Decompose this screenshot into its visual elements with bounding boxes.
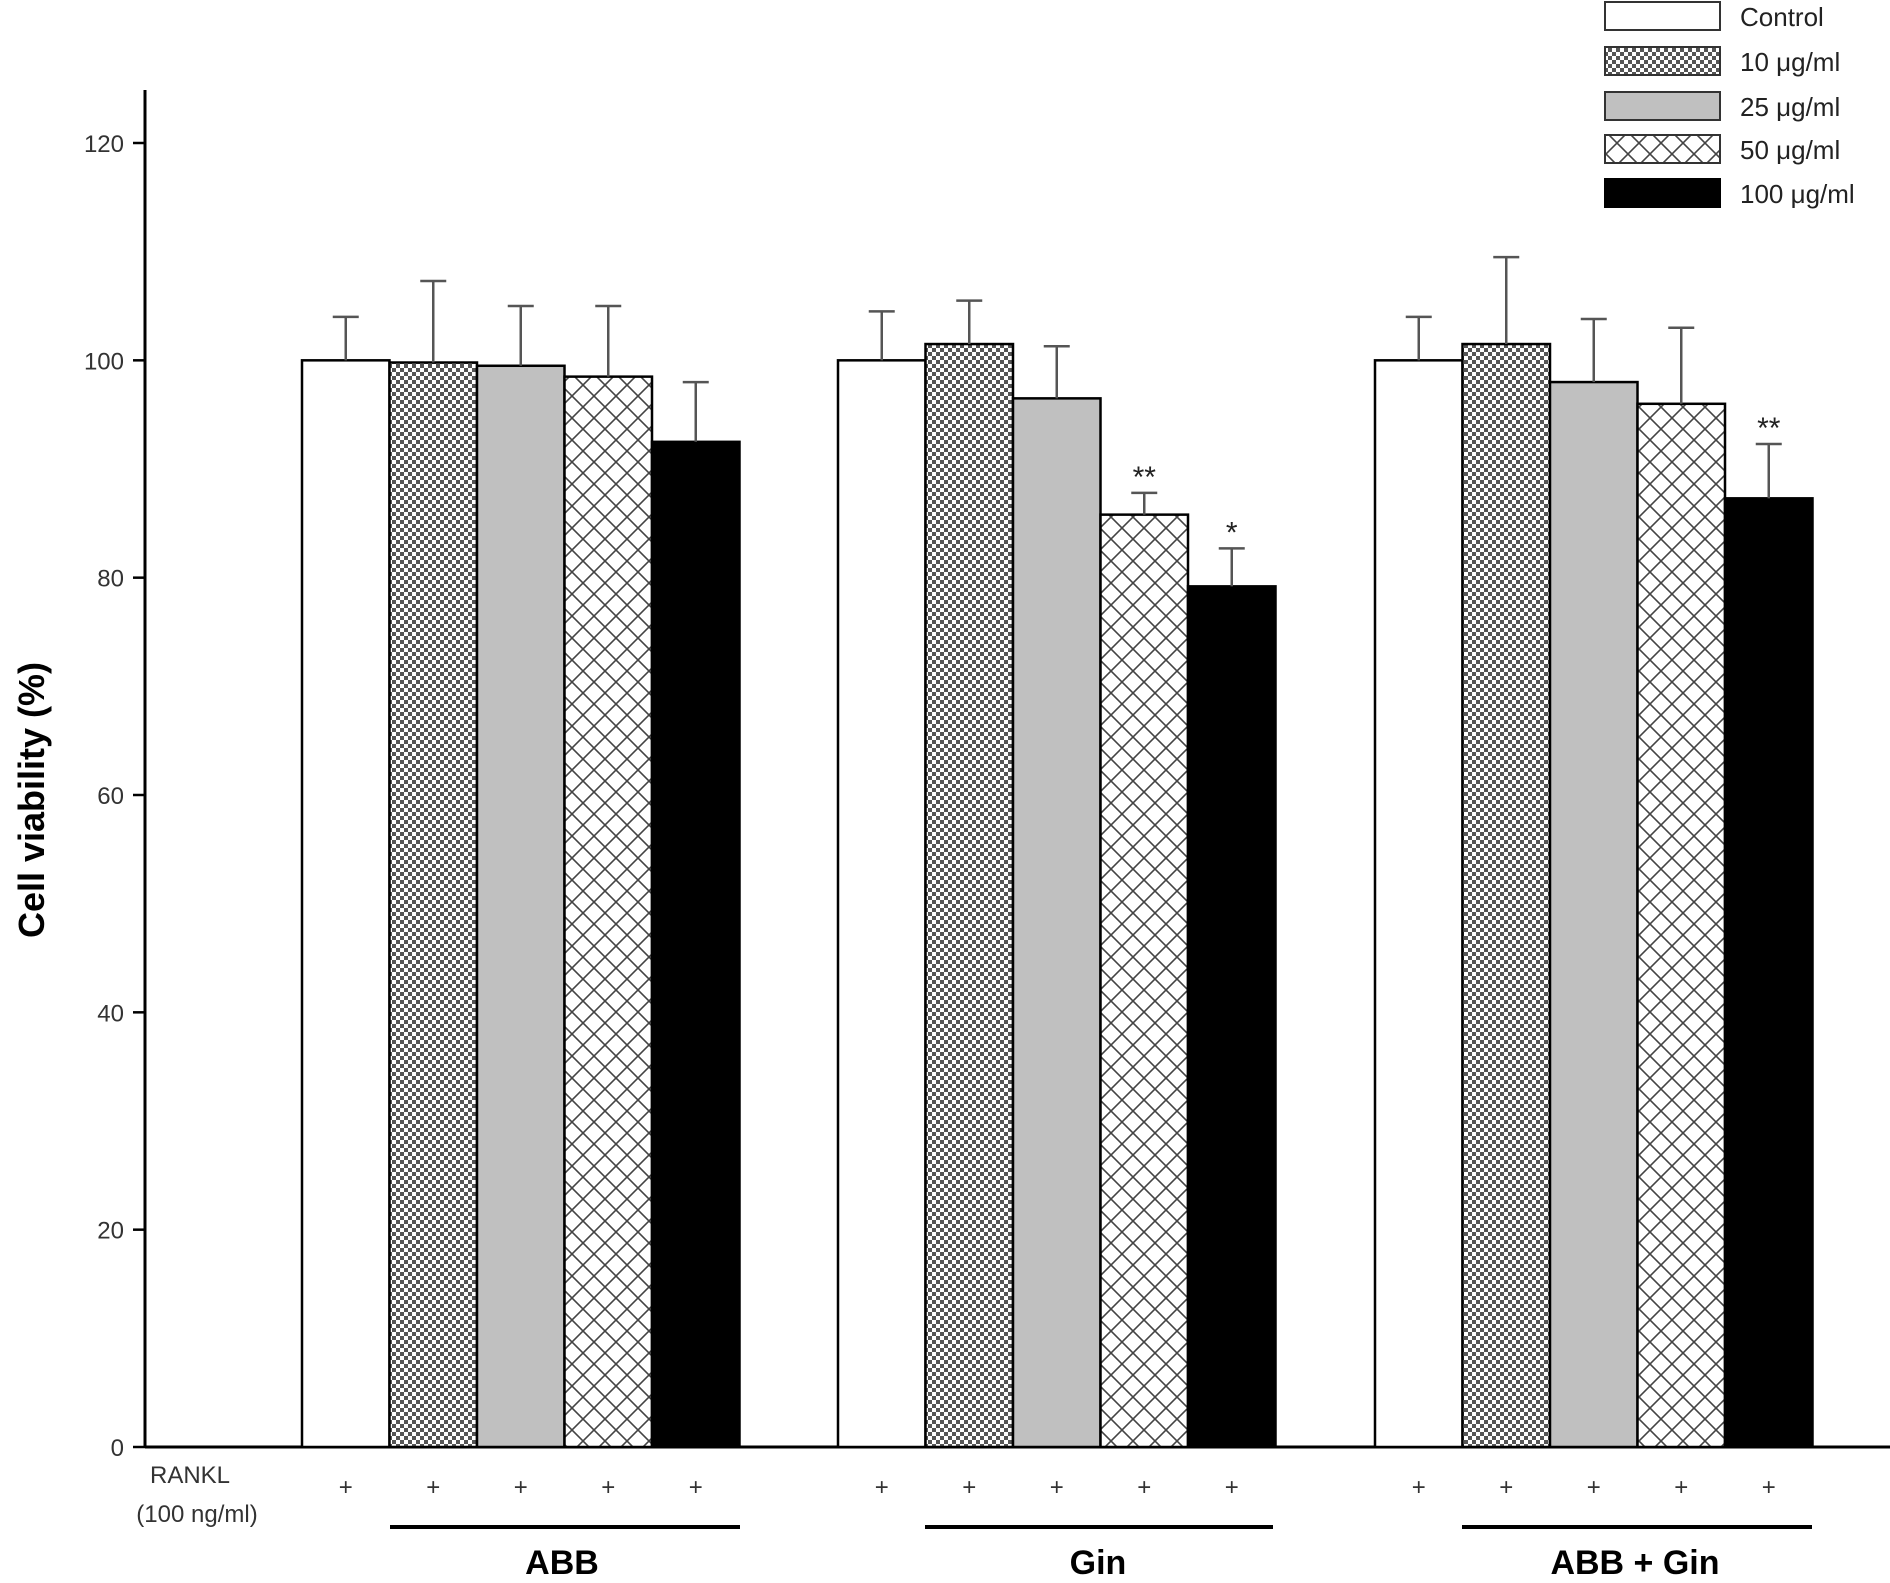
- rankl-plus-gin-100-g-ml: +: [1225, 1474, 1239, 1501]
- y-tick-label-80: 80: [97, 566, 124, 593]
- legend-label-100: 100 μg/ml: [1740, 179, 1855, 209]
- legend-label-25: 25 μg/ml: [1740, 92, 1840, 122]
- bar-gin-50-g-ml: [1099, 513, 1190, 1449]
- y-axis-label: Cell viability (%): [11, 662, 52, 938]
- group-label-abb-gin: ABB + Gin: [1550, 1544, 1719, 1582]
- bar-abb-gin-25-g-ml: [1548, 380, 1639, 1449]
- rankl-plus-gin-25-g-ml: +: [1050, 1474, 1064, 1501]
- bar-abb-gin-10-g-ml: [1461, 342, 1552, 1449]
- rankl-plus-abb-gin-control: +: [1412, 1474, 1426, 1501]
- y-tick-label-120: 120: [84, 131, 124, 158]
- rankl-plus-abb-10-g-ml: +: [426, 1474, 440, 1501]
- y-tick-label-0: 0: [111, 1435, 124, 1462]
- significance-marker-gin-50-g-ml: **: [1133, 461, 1157, 494]
- legend-swatch-control: [1604, 1, 1721, 31]
- y-tick-label-60: 60: [97, 783, 124, 810]
- significance-marker-abb-gin-100-g-ml: **: [1757, 412, 1781, 445]
- rankl-plus-gin-50-g-ml: +: [1137, 1474, 1151, 1501]
- rankl-concentration-label: (100 ng/ml): [136, 1501, 257, 1528]
- bar-abb-gin-50-g-ml: [1636, 402, 1727, 1449]
- rankl-plus-abb-gin-100-g-ml: +: [1762, 1474, 1776, 1501]
- bar-abb-gin-100-g-ml: [1723, 497, 1814, 1449]
- group-label-abb: ABB: [525, 1544, 599, 1582]
- bar-gin-100-g-ml: [1186, 585, 1277, 1449]
- bar-gin-control: [836, 359, 927, 1449]
- legend-swatch-25: [1604, 91, 1721, 121]
- legend-swatch-100: [1604, 178, 1721, 208]
- legend-label-control: Control: [1740, 2, 1824, 32]
- bar-gin-10-g-ml: [924, 342, 1015, 1449]
- bar-abb-100-g-ml: [650, 440, 741, 1449]
- rankl-plus-abb-control: +: [339, 1474, 353, 1501]
- bar-abb-50-g-ml: [563, 375, 654, 1449]
- bar-abb-10-g-ml: [388, 361, 479, 1449]
- rankl-plus-abb-100-g-ml: +: [689, 1474, 703, 1501]
- group-label-gin: Gin: [1070, 1544, 1127, 1582]
- rankl-plus-gin-10-g-ml: +: [962, 1474, 976, 1501]
- legend-label-50: 50 μg/ml: [1740, 135, 1840, 165]
- y-tick-label-100: 100: [84, 348, 124, 375]
- y-tick-label-40: 40: [97, 1000, 124, 1027]
- bar-gin-25-g-ml: [1011, 397, 1102, 1449]
- bar-abb-control: [300, 359, 391, 1449]
- significance-marker-gin-100-g-ml: *: [1226, 516, 1238, 549]
- rankl-plus-abb-25-g-ml: +: [514, 1474, 528, 1501]
- legend-label-10: 10 μg/ml: [1740, 47, 1840, 77]
- rankl-label: RANKL: [150, 1462, 230, 1489]
- rankl-plus-abb-50-g-ml: +: [601, 1474, 615, 1501]
- rankl-plus-abb-gin-10-g-ml: +: [1499, 1474, 1513, 1501]
- legend: Control 10 μg/ml 25 μg/ml 50 μg/ml 100 μ…: [1604, 1, 1855, 209]
- y-tick-label-20: 20: [97, 1218, 124, 1245]
- bar-abb-25-g-ml: [475, 364, 566, 1449]
- legend-swatch-10: [1604, 46, 1721, 76]
- rankl-plus-gin-control: +: [875, 1474, 889, 1501]
- bar-abb-gin-control: [1373, 359, 1464, 1449]
- legend-swatch-50: [1604, 134, 1721, 164]
- rankl-plus-abb-gin-50-g-ml: +: [1674, 1474, 1688, 1501]
- rankl-plus-abb-gin-25-g-ml: +: [1587, 1474, 1601, 1501]
